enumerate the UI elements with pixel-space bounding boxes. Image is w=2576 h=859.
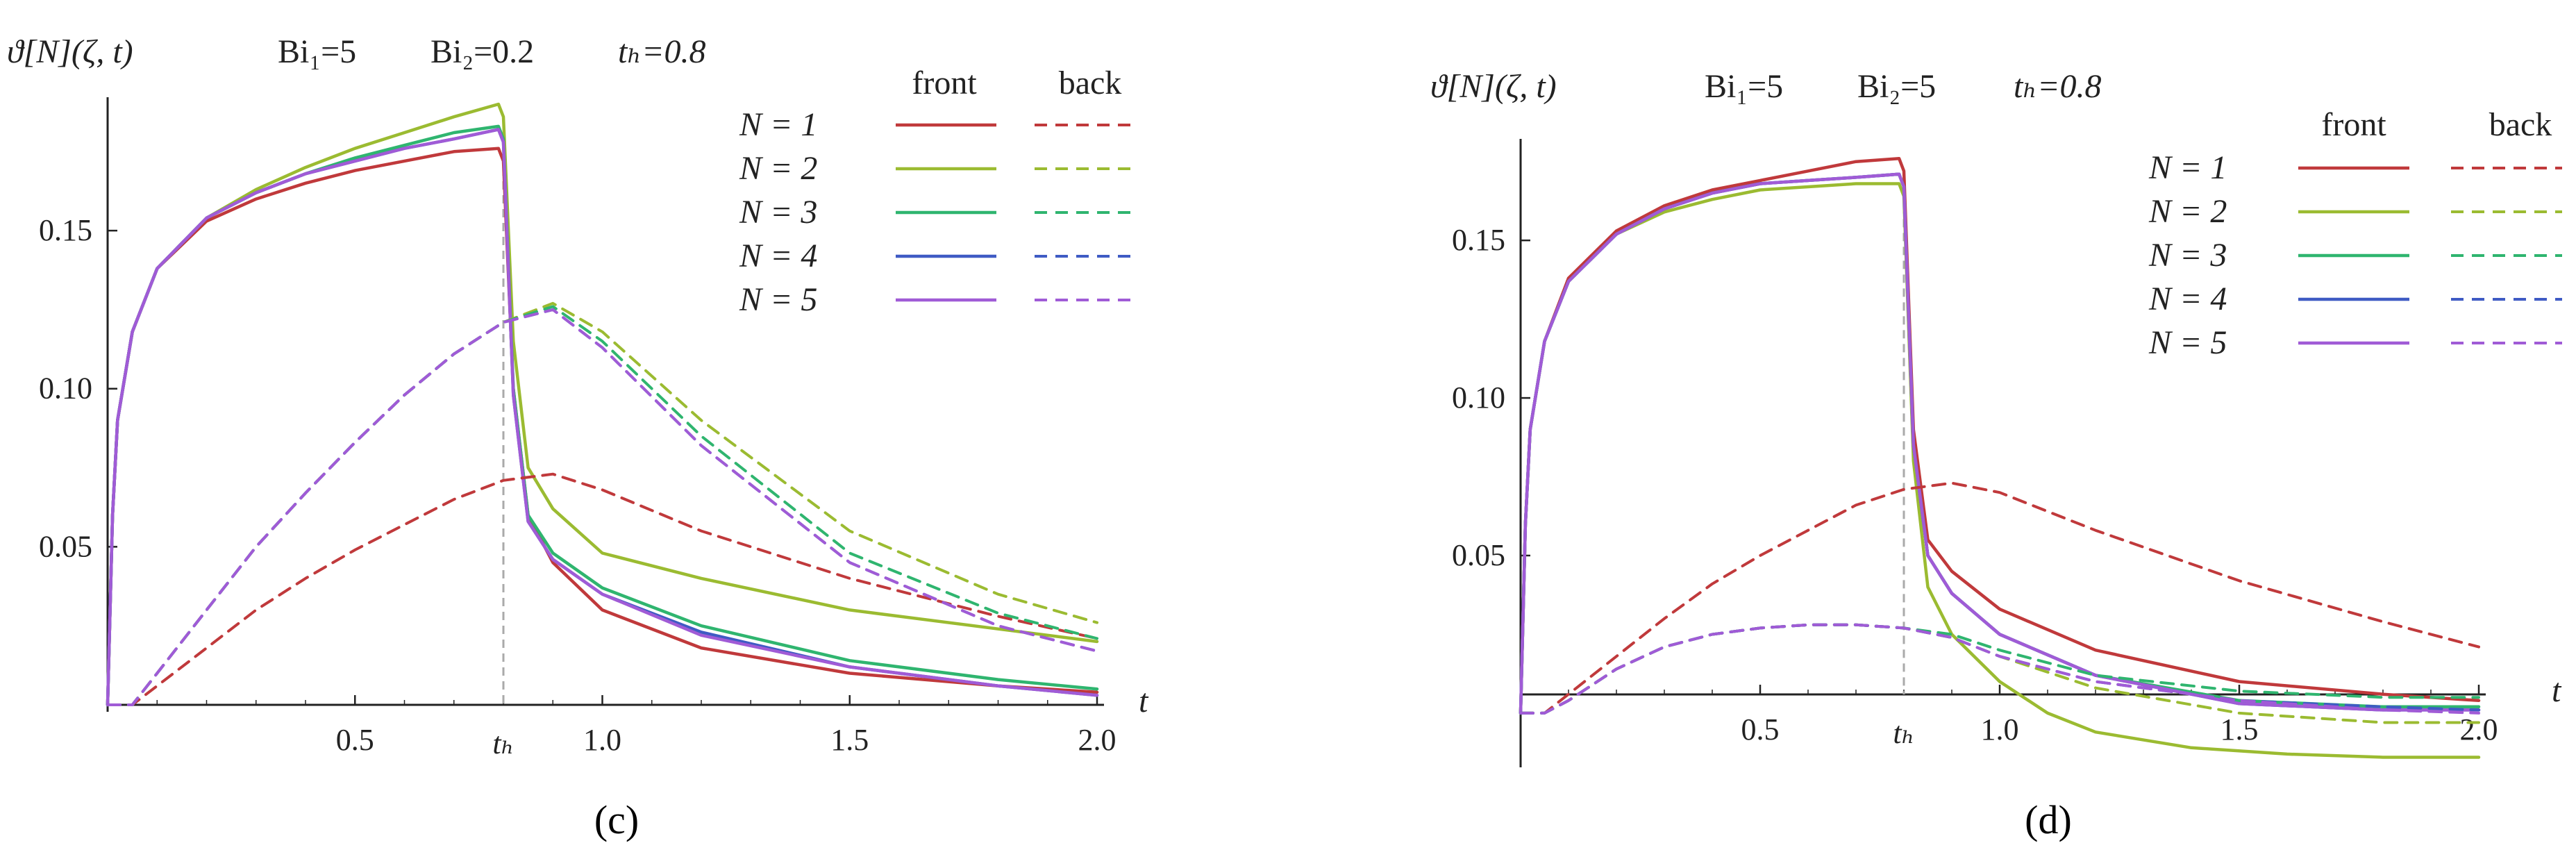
th-marker-label: tₕ (1893, 716, 1914, 750)
legend-header-back: back (1059, 65, 1122, 101)
legend-entry-label: N = 1 (739, 106, 817, 143)
x-tick-label: 1.0 (1981, 712, 2019, 747)
legend-entry-label: N = 5 (739, 281, 817, 318)
series-front-2 (1519, 182, 2481, 759)
legend-entry-label: N = 3 (739, 194, 817, 231)
legend-header-front: front (912, 65, 977, 101)
x-axis-label: t (1139, 683, 1149, 719)
series-back-3 (1519, 623, 2480, 715)
series-back-4 (106, 308, 1098, 706)
series-front-5 (106, 128, 1099, 707)
x-tick-label: 2.0 (1078, 723, 1116, 757)
y-tick-label: 0.10 (1452, 381, 1505, 415)
y-axis-label: ϑ[N](ζ, t) (7, 33, 133, 70)
legend-entry-label: N = 2 (739, 150, 817, 187)
series-back-5 (106, 308, 1098, 706)
x-tick-label: 0.5 (1741, 712, 1780, 747)
th-marker-label: tₕ (492, 726, 514, 760)
panel-label: (d) (2025, 797, 2072, 842)
series-back-4 (1519, 623, 2480, 715)
chart-panel-c: ϑ[N](ζ, t) Bi₁=5 Bi₂=0.2 tₕ=0.8 (c) 0.5 1… (7, 33, 1149, 842)
series-front-4 (106, 128, 1099, 707)
legend-header-front: front (2321, 106, 2386, 143)
series-back-1 (1519, 481, 2480, 715)
y-tick-label: 0.05 (1452, 538, 1505, 572)
y-tick-label: 0.10 (39, 372, 92, 406)
x-tick-label: 1.0 (583, 723, 621, 757)
series-back-2 (1519, 623, 2480, 724)
y-tick-label: 0.05 (39, 529, 92, 563)
x-tick-label: 1.5 (2220, 712, 2259, 747)
x-tick-label: 1.5 (830, 723, 869, 757)
param-bi2: Bi₂=0.2 (430, 33, 534, 70)
param-bi2: Bi₂=5 (1857, 68, 1936, 105)
series-back-2 (106, 301, 1098, 706)
y-tick-label: 0.15 (1452, 223, 1505, 257)
legend-entry-label: N = 2 (2148, 193, 2227, 230)
param-th: tₕ=0.8 (618, 33, 706, 70)
x-tick-label: 0.5 (336, 723, 374, 757)
x-axis-label: t (2552, 672, 2562, 709)
series-front-5 (1519, 172, 2481, 715)
panel-label: (c) (594, 797, 639, 842)
legend-header-back: back (2489, 106, 2552, 143)
legend-entry-label: N = 4 (2148, 281, 2227, 317)
legend-entry-label: N = 1 (2148, 149, 2227, 186)
legend-entry-label: N = 3 (2148, 237, 2227, 274)
y-tick-label: 0.15 (39, 213, 92, 247)
series-front-1 (1519, 156, 2481, 715)
series-back-3 (106, 305, 1098, 706)
x-tick-label: 2.0 (2460, 712, 2498, 747)
chart-panel-d: ϑ[N](ζ, t) Bi₁=5 Bi₂=5 tₕ=0.8 (d) 0.5 1.0… (1430, 68, 2562, 842)
series-back-5 (1519, 623, 2480, 715)
param-th: tₕ=0.8 (2014, 68, 2102, 105)
y-axis-label: ϑ[N](ζ, t) (1430, 68, 1557, 105)
series-back-1 (106, 472, 1098, 706)
legend-entry-label: N = 4 (739, 237, 817, 274)
param-bi1: Bi₁=5 (278, 33, 356, 70)
param-bi1: Bi₁=5 (1705, 68, 1783, 105)
legend-entry-label: N = 5 (2148, 324, 2227, 361)
